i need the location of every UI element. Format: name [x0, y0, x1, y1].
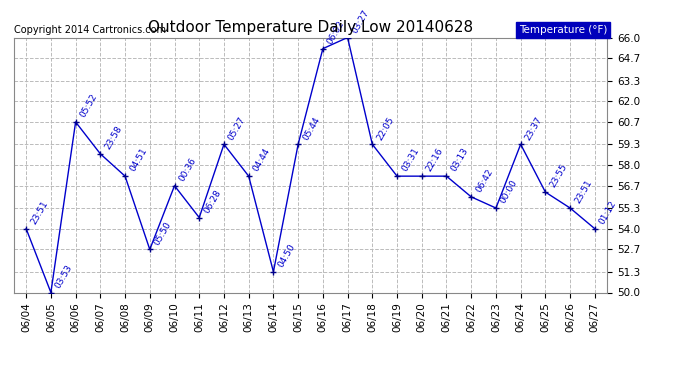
Text: 22:16: 22:16: [424, 147, 445, 173]
Text: 06:42: 06:42: [474, 167, 495, 194]
Text: 22:05: 22:05: [375, 115, 395, 141]
Text: 00:36: 00:36: [177, 156, 198, 183]
Text: 05:27: 05:27: [227, 115, 248, 141]
Title: Outdoor Temperature Daily Low 20140628: Outdoor Temperature Daily Low 20140628: [148, 20, 473, 35]
Text: 00:00: 00:00: [499, 178, 520, 205]
Text: 03:53: 03:53: [54, 263, 75, 290]
Text: 03:27: 03:27: [351, 8, 371, 35]
Text: 06:02: 06:02: [326, 19, 346, 46]
Text: 05:50: 05:50: [152, 220, 173, 247]
Text: 05:44: 05:44: [301, 115, 322, 141]
Text: 23:37: 23:37: [524, 115, 544, 141]
Text: Temperature (°F): Temperature (°F): [519, 25, 607, 35]
Text: 04:50: 04:50: [276, 242, 297, 269]
Text: 23:58: 23:58: [103, 124, 124, 151]
Text: 04:51: 04:51: [128, 147, 148, 173]
Text: 06:28: 06:28: [202, 188, 223, 215]
Text: 03:13: 03:13: [449, 147, 470, 173]
Text: 23:55: 23:55: [548, 162, 569, 189]
Text: 03:31: 03:31: [400, 147, 420, 173]
Text: Copyright 2014 Cartronics.com: Copyright 2014 Cartronics.com: [14, 25, 166, 35]
Text: 23:51: 23:51: [573, 178, 593, 205]
Text: 01:12: 01:12: [598, 199, 618, 226]
Text: 23:51: 23:51: [29, 199, 50, 226]
Text: 04:44: 04:44: [251, 147, 272, 173]
Text: 05:52: 05:52: [79, 92, 99, 119]
